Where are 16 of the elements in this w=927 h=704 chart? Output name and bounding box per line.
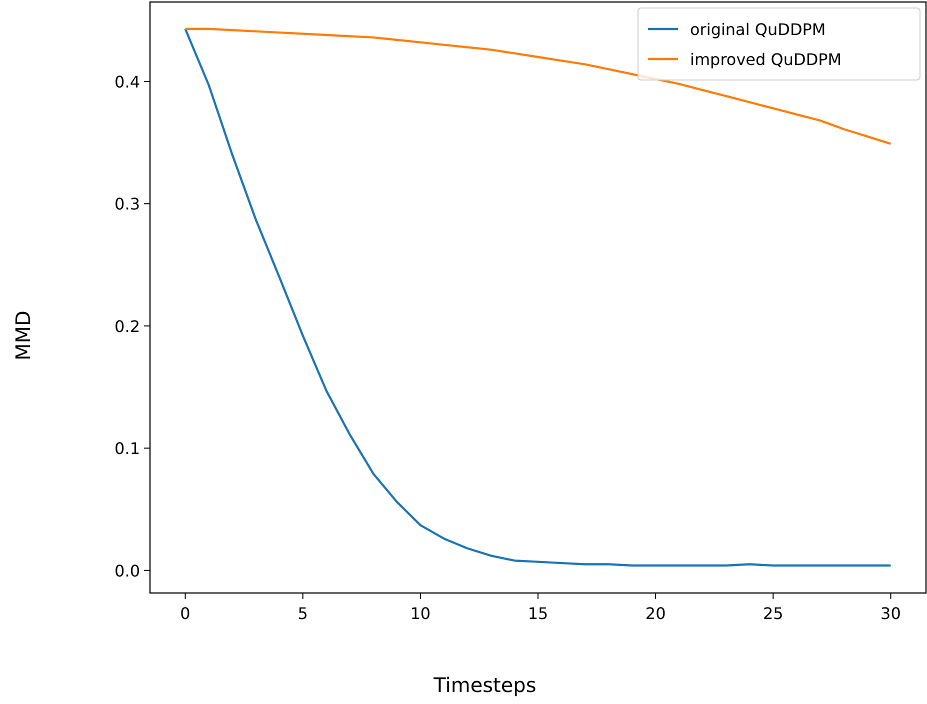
y-tick-label: 0.3 (114, 194, 140, 214)
y-tick-label: 0.4 (114, 72, 140, 92)
y-axis-title: MMD (11, 310, 35, 360)
x-tick-label: 25 (762, 604, 784, 623)
x-axis-title: Timesteps (432, 673, 536, 697)
y-tick-label: 0.1 (114, 439, 140, 458)
x-tick-label: 15 (528, 604, 548, 623)
x-tick-label: 5 (298, 604, 308, 623)
legend-label: improved QuDDPM (690, 50, 842, 69)
x-tick-label: 10 (410, 604, 431, 623)
x-tick-label: 30 (880, 604, 901, 623)
legend-label: original QuDDPM (690, 20, 826, 39)
y-tick-label: 0.0 (114, 561, 140, 580)
x-tick-label: 0 (180, 604, 190, 623)
y-tick-label: 0.2 (114, 316, 140, 336)
x-tick-label: 20 (645, 604, 666, 623)
